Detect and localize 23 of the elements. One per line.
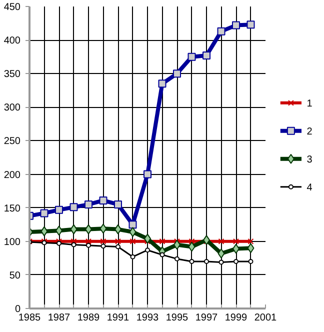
y-tick-label: 450 bbox=[4, 2, 21, 13]
y-tick-label: 300 bbox=[4, 102, 21, 114]
x-tick-label: 1999 bbox=[224, 312, 248, 324]
x-tick-label: 1993 bbox=[136, 312, 160, 324]
x-tick-label: 2001 bbox=[254, 312, 278, 324]
legend-label: 2 bbox=[306, 126, 313, 138]
y-tick-label: 50 bbox=[9, 270, 21, 282]
x-tick-label: 1997 bbox=[195, 312, 218, 324]
y-tick-label: 0 bbox=[14, 304, 21, 315]
y-tick-label: 350 bbox=[4, 69, 21, 80]
y-tick-label: 200 bbox=[4, 170, 21, 181]
y-tick-label: 250 bbox=[4, 136, 21, 148]
legend-label: 1 bbox=[306, 98, 313, 110]
x-tick-label: 1989 bbox=[77, 312, 100, 324]
y-tick-label: 400 bbox=[4, 36, 21, 47]
y-tick-label: 150 bbox=[4, 203, 21, 214]
legend-label: 3 bbox=[306, 154, 313, 166]
x-tick-label: 1991 bbox=[106, 312, 130, 324]
y-tick-label: 100 bbox=[4, 236, 21, 248]
x-tick-label: 1985 bbox=[18, 312, 42, 324]
x-tick-label: 1995 bbox=[166, 312, 189, 324]
x-tick-label: 1987 bbox=[48, 312, 71, 324]
legend-label: 4 bbox=[306, 182, 313, 194]
